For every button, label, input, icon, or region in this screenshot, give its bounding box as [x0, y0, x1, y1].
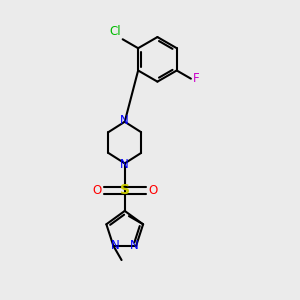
Text: N: N: [110, 239, 119, 252]
Text: N: N: [130, 239, 139, 252]
Text: F: F: [192, 72, 199, 85]
Text: O: O: [92, 184, 102, 196]
Text: N: N: [120, 158, 129, 171]
Text: Cl: Cl: [110, 25, 121, 38]
Text: N: N: [120, 114, 129, 127]
Text: O: O: [148, 184, 157, 196]
Text: S: S: [120, 183, 130, 197]
